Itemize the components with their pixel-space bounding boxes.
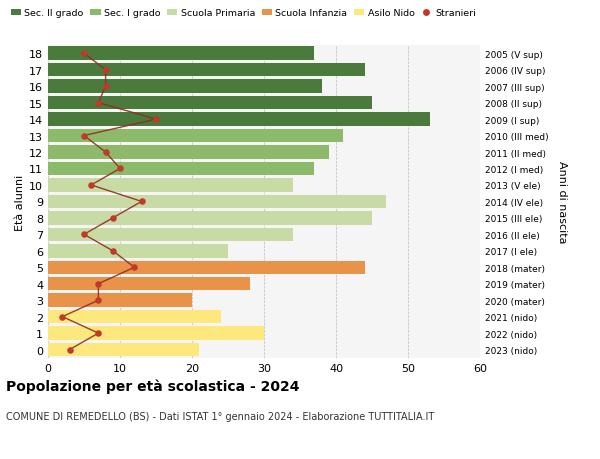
Point: [130, 264, 139, 271]
Bar: [48, 310, 221, 324]
Bar: [48, 294, 192, 307]
Bar: [48, 47, 314, 61]
Bar: [48, 245, 228, 258]
Point: [94, 100, 103, 107]
Bar: [48, 64, 365, 77]
Bar: [48, 212, 372, 225]
Bar: [48, 146, 329, 159]
Point: [108, 247, 118, 255]
Point: [108, 215, 118, 222]
Bar: [48, 261, 365, 274]
Point: [94, 330, 103, 337]
Point: [58, 313, 67, 321]
Legend: Sec. II grado, Sec. I grado, Scuola Primaria, Scuola Infanzia, Asilo Nido, Stran: Sec. II grado, Sec. I grado, Scuola Prim…: [11, 9, 476, 18]
Point: [94, 280, 103, 288]
Point: [86, 182, 96, 189]
Point: [79, 50, 89, 58]
Bar: [48, 113, 430, 127]
Point: [101, 83, 110, 90]
Bar: [48, 277, 250, 291]
Bar: [48, 228, 293, 241]
Point: [151, 116, 161, 123]
Point: [79, 133, 89, 140]
Point: [65, 346, 74, 353]
Bar: [48, 97, 372, 110]
Point: [94, 297, 103, 304]
Text: Popolazione per età scolastica - 2024: Popolazione per età scolastica - 2024: [6, 379, 299, 393]
Bar: [48, 179, 293, 192]
Point: [101, 149, 110, 157]
Bar: [48, 327, 264, 340]
Point: [115, 165, 125, 173]
Bar: [48, 80, 322, 94]
Bar: [48, 343, 199, 357]
Point: [79, 231, 89, 239]
Text: COMUNE DI REMEDELLO (BS) - Dati ISTAT 1° gennaio 2024 - Elaborazione TUTTITALIA.: COMUNE DI REMEDELLO (BS) - Dati ISTAT 1°…: [6, 411, 434, 421]
Y-axis label: Età alunni: Età alunni: [15, 174, 25, 230]
Bar: [48, 129, 343, 143]
Bar: [48, 195, 386, 209]
Point: [137, 198, 146, 206]
Point: [101, 67, 110, 74]
Y-axis label: Anni di nascita: Anni di nascita: [557, 161, 567, 243]
Bar: [48, 162, 314, 176]
